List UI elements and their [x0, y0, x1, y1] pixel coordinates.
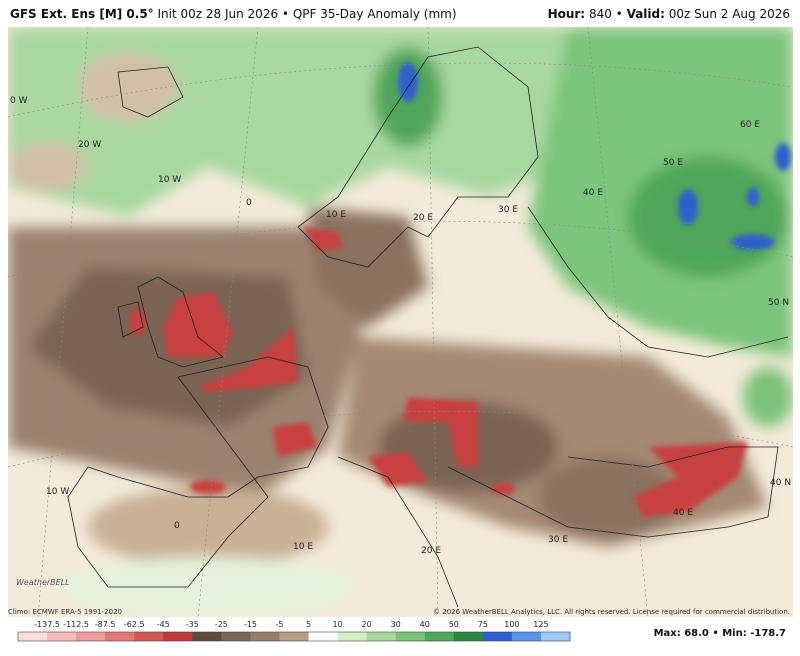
- title: GFS Ext. Ens [M] 0.5°: [10, 7, 154, 21]
- map-label: 10 W: [158, 175, 181, 185]
- colorbar-swatch: [47, 632, 77, 641]
- map-label: 20 E: [413, 213, 433, 223]
- map-label: 40 N: [770, 478, 791, 488]
- colorbar-label: 100: [504, 620, 519, 629]
- colorbar-swatch: [337, 632, 368, 641]
- init: Init 00z 28 Jun 2026: [157, 7, 279, 21]
- coastlines: [67, 46, 789, 608]
- colorbar-swatch: [366, 632, 397, 641]
- map: 0 W 20 W 10 W 0 10 E 20 E 30 E 40 E 50 E…: [8, 27, 793, 617]
- heavy-deficit: [130, 227, 748, 517]
- map-label: 0: [246, 198, 252, 208]
- map-label: 0 W: [10, 96, 28, 106]
- colorbar-label: 10: [332, 620, 342, 629]
- map-label: 20 E: [421, 546, 441, 556]
- climo: Climo: ECMWF ERA-5 1991-2020: [8, 608, 122, 616]
- colorbar-swatch: [308, 632, 339, 641]
- colorbar-swatch: [453, 632, 484, 641]
- colorbar-label: 75: [478, 620, 488, 629]
- map-label: 10 E: [326, 210, 346, 220]
- colorbar-swatch: [163, 632, 193, 641]
- colorbar-swatch: [76, 632, 106, 641]
- colorbar-label: -5: [275, 620, 283, 629]
- map-label: 50 E: [663, 158, 683, 168]
- colorbar-label: 5: [306, 620, 311, 629]
- colorbar-label: -35: [186, 620, 199, 629]
- hour: 840: [588, 7, 612, 21]
- colorbar-label: -25: [215, 620, 228, 629]
- map-label: 10 E: [293, 542, 313, 552]
- map-labels: 0 W 20 W 10 W 0 10 E 20 E 30 E 40 E 50 E…: [10, 96, 791, 556]
- min: Min: -178.7: [722, 628, 786, 639]
- hour-label: Hour:: [547, 7, 586, 21]
- logo: WeatherBELL: [16, 578, 70, 587]
- colorbar-label: -137.5: [34, 620, 60, 629]
- header-right: Hour: 840 • Valid: 00z Sun 2 Aug 2026: [547, 7, 790, 21]
- valid: 00z Sun 2 Aug 2026: [668, 7, 790, 21]
- colorbar-swatch: [250, 632, 280, 641]
- colorbar-label: 40: [420, 620, 430, 629]
- heavy-surplus: [398, 62, 791, 250]
- max: Max: 68.0: [653, 628, 709, 639]
- colorbar: -137.5 -112.5 -87.5 -62.5 -45 -35 -25 -15 -5 5 10 2…: [17, 620, 571, 642]
- colorbar-swatch: [424, 632, 455, 641]
- colorbar-label: 30: [391, 620, 401, 629]
- colorbar-label: -45: [157, 620, 170, 629]
- colorbar-label: -87.5: [95, 620, 116, 629]
- map-label: 30 E: [498, 205, 518, 215]
- colorbar-label: 20: [362, 620, 372, 629]
- colorbar-swatch: [395, 632, 426, 641]
- map-label: 40 E: [583, 188, 603, 198]
- colorbar-label: 125: [533, 620, 548, 629]
- graticule: [8, 27, 793, 617]
- colorbar-frame: [17, 631, 571, 642]
- colorbar-swatch: [221, 632, 251, 641]
- colorbar-swatch: [279, 632, 310, 641]
- colorbar-swatch: [482, 632, 513, 641]
- max-min: Max: 68.0 • Min: -178.7: [653, 628, 786, 639]
- map-label: 40 E: [673, 508, 693, 518]
- colorbar-swatch: [540, 632, 571, 641]
- colorbar-label: -62.5: [124, 620, 145, 629]
- colorbar-label: -112.5: [63, 620, 89, 629]
- header-left: GFS Ext. Ens [M] 0.5° Init 00z 28 Jun 20…: [10, 7, 457, 21]
- colorbar-swatch: [105, 632, 135, 641]
- map-label: 10 W: [46, 487, 69, 497]
- map-label: 20 W: [78, 140, 101, 150]
- colorbar-swatch: [192, 632, 222, 641]
- colorbar-swatch: [18, 632, 48, 641]
- copyright: © 2026 WeatherBELL Analytics, LLC. All r…: [433, 608, 790, 616]
- map-label: 50 N: [768, 298, 789, 308]
- map-label: 30 E: [548, 535, 568, 545]
- colorbar-swatch: [134, 632, 164, 641]
- map-label: 0: [174, 521, 180, 531]
- colorbar-label: -15: [244, 620, 257, 629]
- map-label: 60 E: [740, 120, 760, 130]
- colorbar-label: 50: [449, 620, 459, 629]
- product: QPF 35-Day Anomaly (mm): [292, 7, 457, 21]
- valid-label: Valid:: [626, 7, 665, 21]
- colorbar-swatch: [511, 632, 542, 641]
